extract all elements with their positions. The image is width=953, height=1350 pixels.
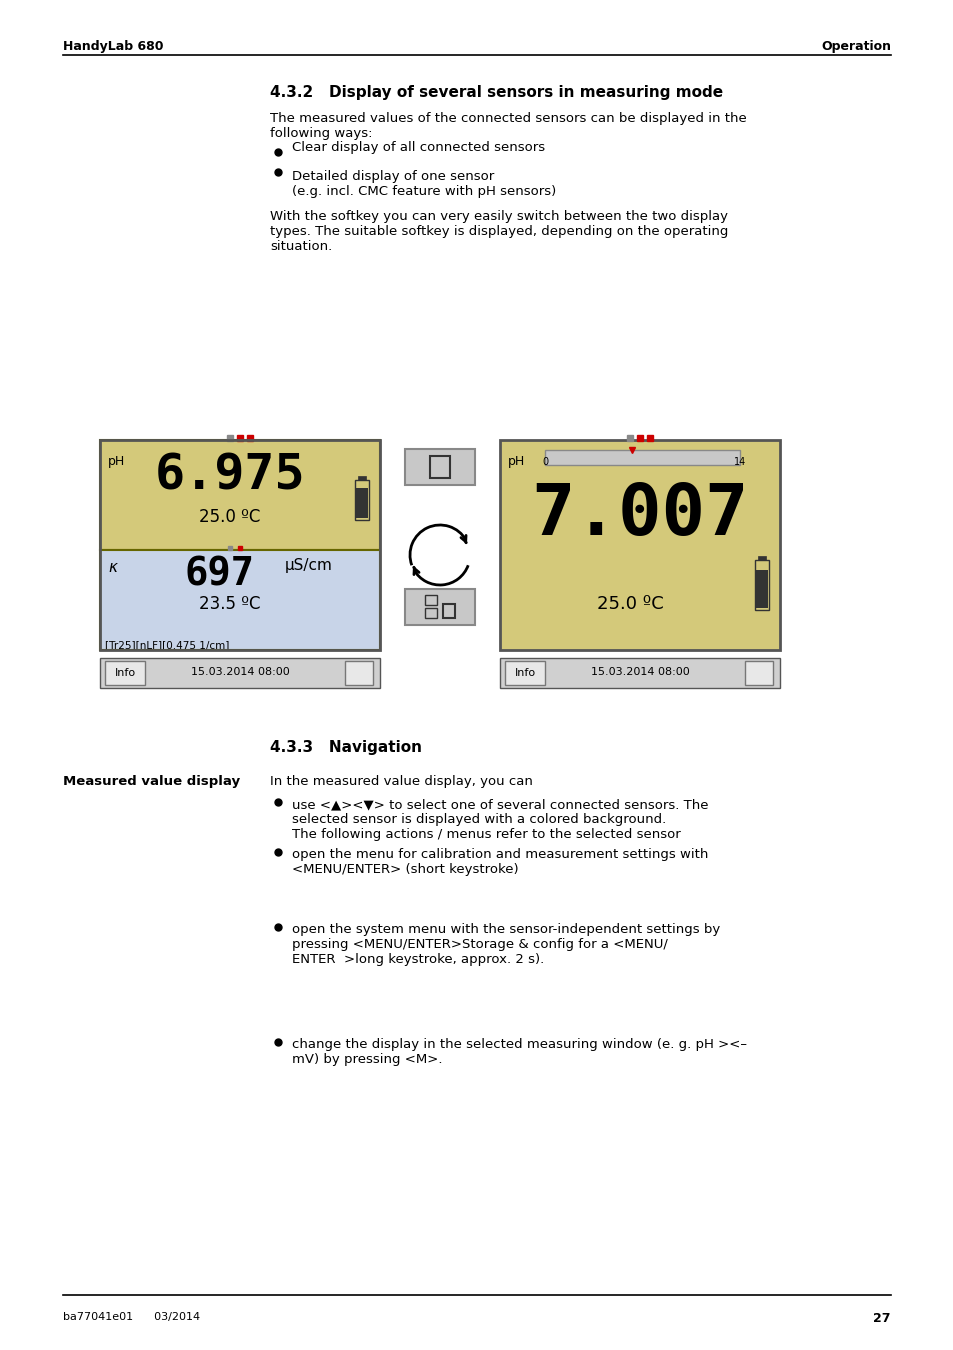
Text: In the measured value display, you can: In the measured value display, you can [270, 775, 533, 788]
Text: 14: 14 [733, 458, 745, 467]
Bar [100, 440, 379, 649]
Bar [544, 450, 740, 464]
Text: μS/cm: μS/cm [285, 558, 333, 572]
Bar [758, 556, 765, 560]
Text: use <▲><▼> to select one of several connected sensors. The
selected sensor is di: use <▲><▼> to select one of several conn… [292, 798, 708, 841]
Bar [430, 456, 450, 478]
Bar [754, 560, 768, 610]
Text: 6.975: 6.975 [154, 452, 305, 499]
Text: ba77041e01      03/2014: ba77041e01 03/2014 [63, 1312, 200, 1322]
Bar [424, 608, 436, 618]
Bar [357, 477, 366, 481]
Bar [504, 662, 544, 684]
Text: open the menu for calibration and measurement settings with
<MENU/ENTER> (short : open the menu for calibration and measur… [292, 848, 708, 876]
Bar [499, 440, 780, 649]
Text: Clear display of all connected sensors: Clear display of all connected sensors [292, 142, 544, 154]
Text: 25.0 ºC: 25.0 ºC [199, 508, 260, 526]
Text: The measured values of the connected sensors can be displayed in the
following w: The measured values of the connected sen… [270, 112, 746, 140]
Text: open the system menu with the sensor-independent settings by
pressing <MENU/ENTE: open the system menu with the sensor-ind… [292, 923, 720, 967]
Text: 4.3.2   Display of several sensors in measuring mode: 4.3.2 Display of several sensors in meas… [270, 85, 722, 100]
Text: Info: Info [514, 668, 535, 678]
Text: 27: 27 [873, 1312, 890, 1324]
Bar [405, 589, 475, 625]
Text: 15.03.2014 08:00: 15.03.2014 08:00 [191, 667, 289, 676]
Text: 0: 0 [541, 458, 547, 467]
Bar [755, 570, 767, 608]
Text: 25.0 ºC: 25.0 ºC [596, 595, 662, 613]
Bar [355, 487, 368, 518]
Text: [Tr25][nLF][0.475 1/cm]: [Tr25][nLF][0.475 1/cm] [105, 640, 229, 649]
Bar [100, 657, 379, 688]
Text: Operation: Operation [821, 40, 890, 53]
Text: 7.007: 7.007 [531, 481, 748, 549]
Bar [100, 440, 379, 549]
Text: 15.03.2014 08:00: 15.03.2014 08:00 [590, 667, 689, 676]
Text: Detailed display of one sensor
(e.g. incl. CMC feature with pH sensors): Detailed display of one sensor (e.g. inc… [292, 170, 556, 198]
Bar [100, 549, 379, 649]
Bar [355, 481, 369, 520]
Bar [744, 662, 772, 684]
Bar [424, 595, 436, 605]
Bar [442, 603, 455, 618]
Text: Info: Info [114, 668, 135, 678]
Bar [345, 662, 373, 684]
Text: κ: κ [108, 560, 117, 575]
Bar [405, 450, 475, 485]
Bar [105, 662, 145, 684]
Text: 4.3.3   Navigation: 4.3.3 Navigation [270, 740, 421, 755]
Text: pH: pH [108, 455, 125, 468]
Bar [499, 657, 780, 688]
Text: change the display in the selected measuring window (e. g. pH ><–
mV) by pressin: change the display in the selected measu… [292, 1038, 746, 1067]
Text: 697: 697 [185, 555, 254, 593]
Text: pH: pH [507, 455, 525, 468]
Text: HandyLab 680: HandyLab 680 [63, 40, 163, 53]
Text: With the softkey you can very easily switch between the two display
types. The s: With the softkey you can very easily swi… [270, 211, 727, 252]
Text: 23.5 ºC: 23.5 ºC [199, 595, 260, 613]
Text: Measured value display: Measured value display [63, 775, 240, 788]
